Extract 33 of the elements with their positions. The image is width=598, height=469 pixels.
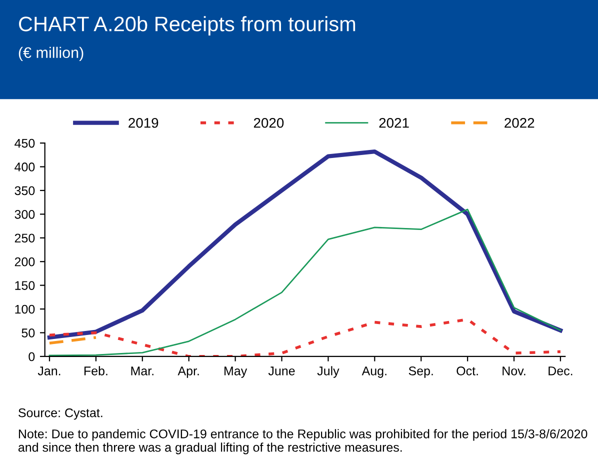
- x-tick-label: Jan.: [38, 366, 60, 376]
- x-tick-label: Nov.: [502, 366, 526, 376]
- x-tick-label: Mar.: [131, 366, 154, 376]
- x-tick-label: Apr.: [178, 366, 199, 378]
- x-tick-label: May: [224, 366, 248, 378]
- x-tick-label: Feb.: [84, 366, 108, 376]
- y-tick-label: 400: [14, 162, 35, 172]
- y-tick-label: 100: [15, 304, 35, 314]
- legend-label: 2020: [254, 118, 284, 128]
- x-tick-label: Oct.: [456, 366, 478, 376]
- y-tick-label: 450: [14, 138, 35, 148]
- line-series: [48, 208, 562, 356]
- x-tick-label: Aug.: [362, 366, 386, 378]
- y-tick-label: 250: [14, 234, 35, 243]
- x-tick-label: Sep.: [408, 366, 433, 378]
- legend-label: 2022: [504, 118, 534, 128]
- y-tick-label: 150: [15, 281, 35, 290]
- line-series: [47, 149, 563, 340]
- chart-title: CHART A.20b Receipts from tourism: [19, 16, 356, 36]
- y-tick-label: 350: [14, 186, 35, 196]
- line-series: [48, 318, 562, 356]
- y-tick-label: 300: [14, 210, 35, 219]
- x-tick-label: June: [268, 366, 295, 376]
- x-tick-label: July: [317, 366, 340, 378]
- y-tick-label: 50: [22, 328, 35, 338]
- text: Note: Due to pandemic COVID-19 entrance to the Republic was prohibited for the period 15/3-8/6/2020 and since then threre was a gradual lifting of the restrictive measures.: [18, 429, 588, 454]
- y-tick-label: 0: [28, 352, 35, 362]
- legend-label: 2019: [128, 118, 158, 128]
- y-tick-label: 200: [14, 257, 35, 266]
- source-note: Source: Cystat.: [18, 408, 102, 420]
- x-tick-label: Dec.: [548, 366, 572, 376]
- chart-subtitle: (€ million): [18, 46, 84, 62]
- legend-label: 2021: [379, 118, 409, 128]
